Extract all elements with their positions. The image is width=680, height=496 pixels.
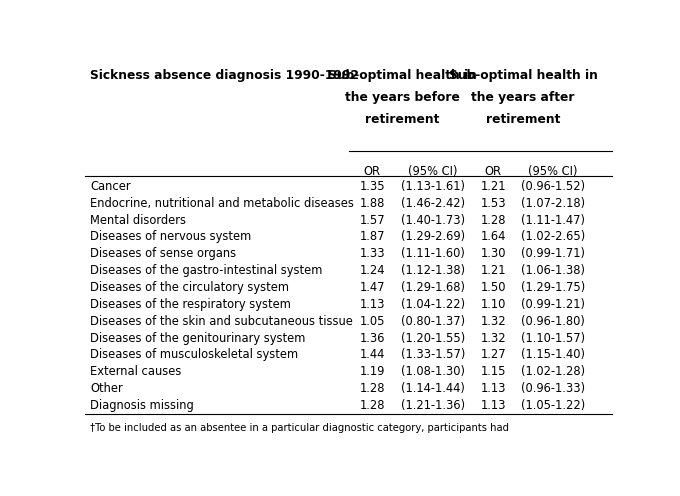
Text: (1.11-1.47): (1.11-1.47)	[521, 214, 585, 227]
Text: (1.29-2.69): (1.29-2.69)	[401, 231, 465, 244]
Text: 1.32: 1.32	[481, 314, 506, 328]
Text: Diseases of sense organs: Diseases of sense organs	[90, 248, 237, 260]
Text: Diagnosis missing: Diagnosis missing	[90, 399, 194, 412]
Text: †To be included as an absentee in a particular diagnostic category, participants: †To be included as an absentee in a part…	[90, 423, 509, 433]
Text: (1.21-1.36): (1.21-1.36)	[401, 399, 465, 412]
Text: Diseases of musculoskeletal system: Diseases of musculoskeletal system	[90, 348, 299, 362]
Text: (1.07-2.18): (1.07-2.18)	[521, 197, 585, 210]
Text: (1.12-1.38): (1.12-1.38)	[401, 264, 465, 277]
Text: 1.15: 1.15	[481, 365, 506, 378]
Text: 1.13: 1.13	[481, 399, 506, 412]
Text: 1.19: 1.19	[360, 365, 385, 378]
Text: 1.88: 1.88	[360, 197, 385, 210]
Text: Diseases of the genitourinary system: Diseases of the genitourinary system	[90, 331, 305, 345]
Text: Diseases of the gastro-intestinal system: Diseases of the gastro-intestinal system	[90, 264, 322, 277]
Text: (1.33-1.57): (1.33-1.57)	[401, 348, 465, 362]
Text: (0.80-1.37): (0.80-1.37)	[401, 314, 465, 328]
Text: 1.28: 1.28	[481, 214, 506, 227]
Text: (1.08-1.30): (1.08-1.30)	[401, 365, 465, 378]
Text: retirement: retirement	[486, 114, 560, 126]
Text: (1.14-1.44): (1.14-1.44)	[401, 382, 464, 395]
Text: 1.87: 1.87	[360, 231, 385, 244]
Text: 1.27: 1.27	[481, 348, 506, 362]
Text: 1.10: 1.10	[481, 298, 506, 311]
Text: 1.33: 1.33	[360, 248, 385, 260]
Text: Cancer: Cancer	[90, 180, 131, 193]
Text: 1.05: 1.05	[360, 314, 385, 328]
Text: (1.13-1.61): (1.13-1.61)	[401, 180, 465, 193]
Text: Diseases of the skin and subcutaneous tissue: Diseases of the skin and subcutaneous ti…	[90, 314, 353, 328]
Text: 1.28: 1.28	[360, 382, 385, 395]
Text: 1.24: 1.24	[360, 264, 385, 277]
Text: (1.10-1.57): (1.10-1.57)	[521, 331, 585, 345]
Text: 1.47: 1.47	[360, 281, 385, 294]
Text: Diseases of nervous system: Diseases of nervous system	[90, 231, 252, 244]
Text: (1.20-1.55): (1.20-1.55)	[401, 331, 465, 345]
Text: Diseases of the circulatory system: Diseases of the circulatory system	[90, 281, 289, 294]
Text: 1.50: 1.50	[481, 281, 506, 294]
Text: Other: Other	[90, 382, 123, 395]
Text: 1.13: 1.13	[360, 298, 385, 311]
Text: (0.99-1.21): (0.99-1.21)	[521, 298, 585, 311]
Text: Sickness absence diagnosis 1990-1992: Sickness absence diagnosis 1990-1992	[90, 69, 359, 82]
Text: Sub-optimal health in: Sub-optimal health in	[328, 69, 477, 82]
Text: (1.02-2.65): (1.02-2.65)	[521, 231, 585, 244]
Text: 1.21: 1.21	[481, 180, 506, 193]
Text: 1.53: 1.53	[481, 197, 506, 210]
Text: 1.32: 1.32	[481, 331, 506, 345]
Text: (1.06-1.38): (1.06-1.38)	[521, 264, 585, 277]
Text: Sub-optimal health in: Sub-optimal health in	[449, 69, 598, 82]
Text: retirement: retirement	[365, 114, 440, 126]
Text: (1.11-1.60): (1.11-1.60)	[401, 248, 464, 260]
Text: 1.28: 1.28	[360, 399, 385, 412]
Text: 1.64: 1.64	[481, 231, 506, 244]
Text: 1.21: 1.21	[481, 264, 506, 277]
Text: the years before: the years before	[345, 91, 460, 104]
Text: (0.96-1.80): (0.96-1.80)	[521, 314, 585, 328]
Text: (1.40-1.73): (1.40-1.73)	[401, 214, 465, 227]
Text: 1.36: 1.36	[360, 331, 385, 345]
Text: (1.15-1.40): (1.15-1.40)	[521, 348, 585, 362]
Text: (95% CI): (95% CI)	[408, 165, 458, 178]
Text: Mental disorders: Mental disorders	[90, 214, 186, 227]
Text: (0.99-1.71): (0.99-1.71)	[521, 248, 585, 260]
Text: (1.05-1.22): (1.05-1.22)	[521, 399, 585, 412]
Text: OR: OR	[485, 165, 502, 178]
Text: (0.96-1.52): (0.96-1.52)	[521, 180, 585, 193]
Text: (1.46-2.42): (1.46-2.42)	[401, 197, 465, 210]
Text: 1.35: 1.35	[360, 180, 385, 193]
Text: the years after: the years after	[471, 91, 575, 104]
Text: 1.44: 1.44	[360, 348, 385, 362]
Text: 1.57: 1.57	[360, 214, 385, 227]
Text: (1.02-1.28): (1.02-1.28)	[521, 365, 585, 378]
Text: Diseases of the respiratory system: Diseases of the respiratory system	[90, 298, 291, 311]
Text: (1.04-1.22): (1.04-1.22)	[401, 298, 465, 311]
Text: (1.29-1.68): (1.29-1.68)	[401, 281, 465, 294]
Text: 1.30: 1.30	[481, 248, 506, 260]
Text: Endocrine, nutritional and metabolic diseases: Endocrine, nutritional and metabolic dis…	[90, 197, 354, 210]
Text: External causes: External causes	[90, 365, 182, 378]
Text: (0.96-1.33): (0.96-1.33)	[521, 382, 585, 395]
Text: OR: OR	[364, 165, 381, 178]
Text: 1.13: 1.13	[481, 382, 506, 395]
Text: (1.29-1.75): (1.29-1.75)	[521, 281, 585, 294]
Text: (95% CI): (95% CI)	[528, 165, 578, 178]
